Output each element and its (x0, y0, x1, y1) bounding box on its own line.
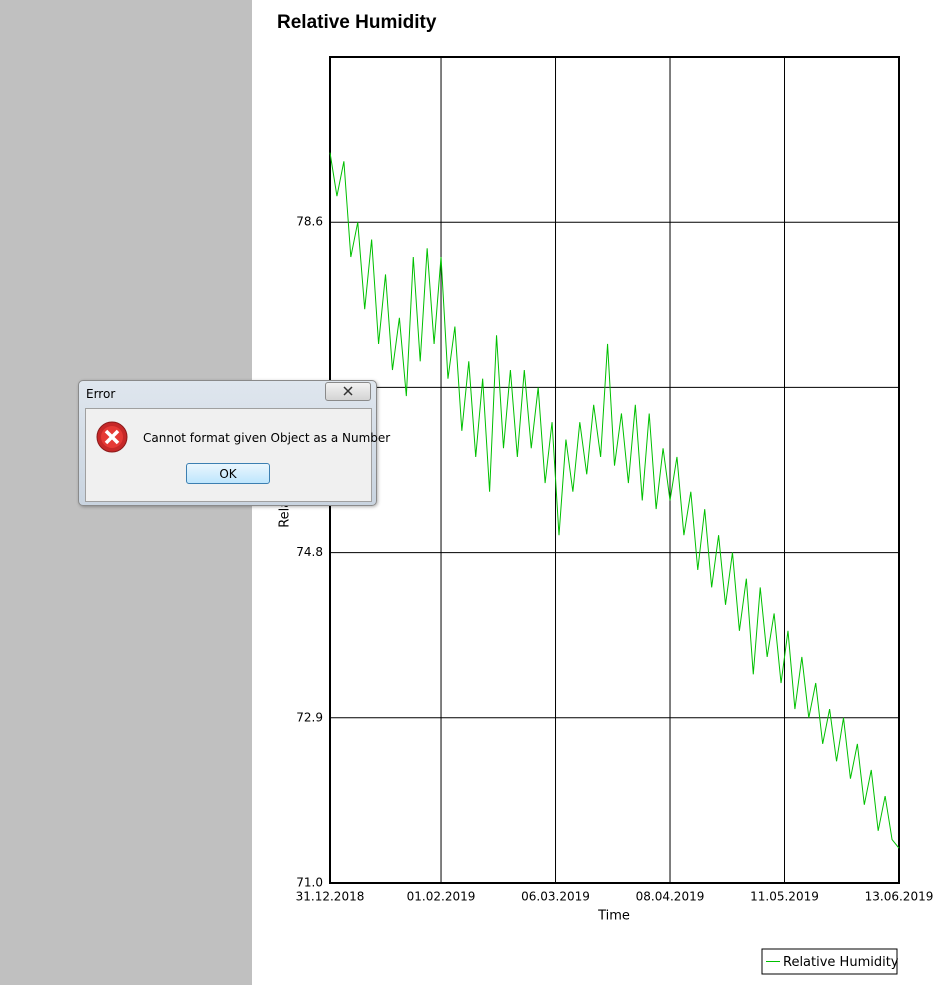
x-tick-label: 06.03.2019 (521, 890, 590, 904)
ok-button[interactable]: OK (186, 463, 270, 484)
x-axis-label: Time (597, 909, 630, 924)
plot-frame (329, 56, 900, 884)
x-tick-label: 31.12.2018 (296, 890, 365, 904)
data-line (329, 152, 900, 849)
x-tick-label: 01.02.2019 (407, 890, 476, 904)
legend-label: Relative Humidity (783, 955, 899, 970)
y-tick-label: 78.6 (296, 215, 323, 229)
y-tick-label: 71.0 (296, 876, 323, 890)
close-button[interactable] (325, 382, 371, 401)
x-tick-label: 11.05.2019 (750, 890, 819, 904)
error-dialog: Error Cannot format given Object as a Nu… (78, 380, 390, 506)
dialog-message: Cannot format given Object as a Number (143, 431, 391, 445)
dialog-body: Cannot format given Object as a Number O… (85, 408, 390, 502)
y-tick-label: 72.9 (296, 710, 323, 724)
close-icon (343, 386, 353, 396)
chart-title: Relative Humidity (277, 12, 437, 33)
y-tick-label: 74.8 (296, 545, 323, 559)
x-tick-label: 13.06.2019 (865, 890, 934, 904)
error-icon (96, 421, 128, 453)
legend-box (761, 948, 898, 975)
dialog-title: Error (86, 387, 116, 401)
x-tick-label: 08.04.2019 (636, 890, 705, 904)
